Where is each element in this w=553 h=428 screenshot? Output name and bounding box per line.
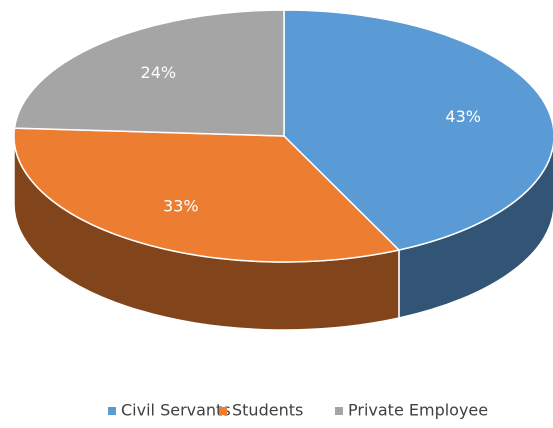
pie-slice (13, 9, 285, 137)
legend-marker (219, 407, 227, 415)
value-label: 24% (141, 63, 177, 82)
legend-marker (335, 407, 343, 415)
legend-label: Private Employee (348, 401, 488, 420)
pie-slice (13, 127, 401, 263)
value-label: 33% (163, 196, 199, 215)
value-label: 43% (445, 107, 481, 126)
pie-slice (283, 9, 553, 251)
legend-label: Civil Servants (121, 401, 231, 420)
legend-label: Students (232, 401, 303, 420)
legend-marker (108, 407, 116, 415)
